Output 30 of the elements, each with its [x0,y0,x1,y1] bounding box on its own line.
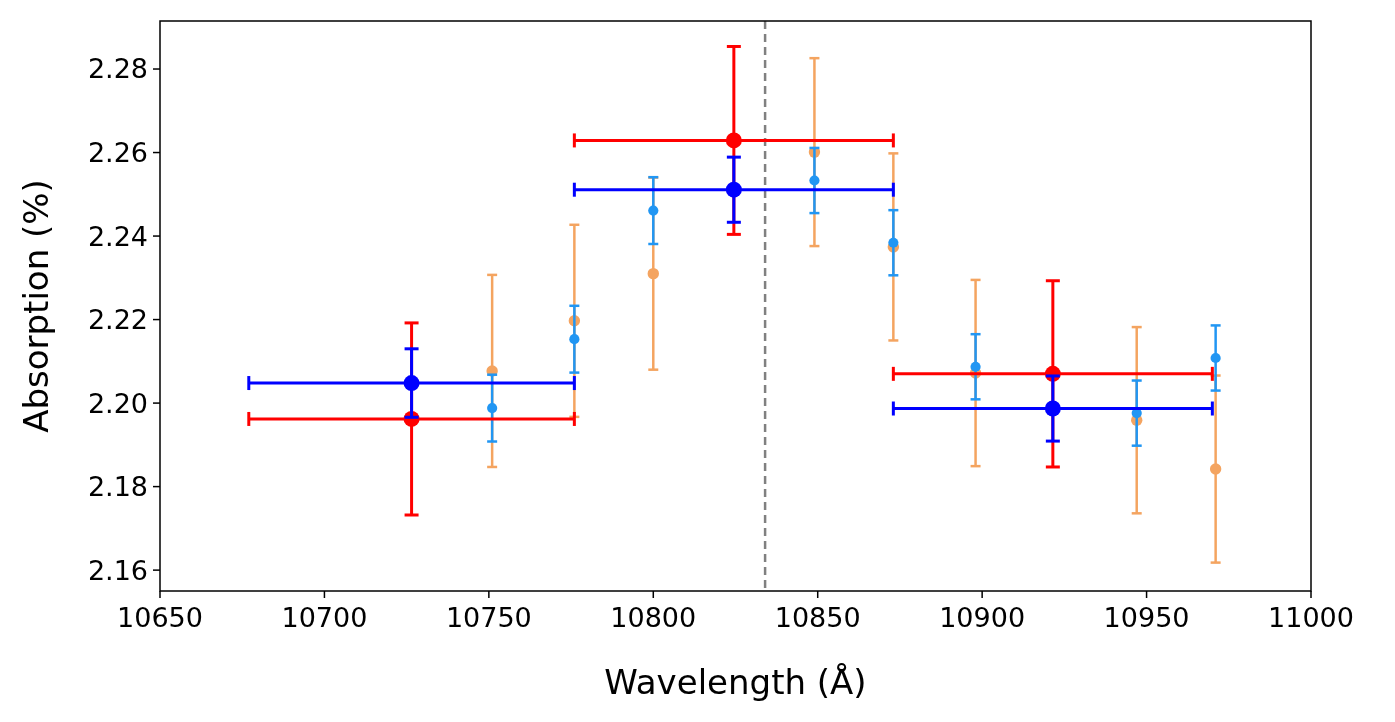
x-tick-label: 10650 [117,602,203,633]
x-tick-label: 10800 [610,602,697,633]
y-axis-title: Absorption (%) [16,179,56,433]
x-tick-label: 10750 [445,602,532,633]
y-tick-label: 2.28 [87,53,148,85]
point [809,175,820,186]
point [970,361,981,372]
point [569,334,580,345]
point [647,267,659,280]
point [725,132,742,149]
point [1209,463,1222,475]
x-tick-label: 10700 [281,602,368,633]
x-tick-label: 10950 [1103,602,1190,633]
x-tick-label: 10850 [774,602,861,633]
point [487,403,498,414]
y-tick-label: 2.22 [87,304,148,336]
y-tick-label: 2.18 [87,471,148,503]
y-tick-label: 2.24 [87,220,148,252]
x-tick-label: 11000 [1268,602,1354,633]
x-axis-title: Wavelength (Å) [604,662,867,702]
x-tick-label: 10900 [939,602,1026,633]
y-tick-label: 2.16 [87,554,148,586]
point [1210,352,1221,364]
point [1044,400,1061,417]
point [403,375,420,392]
point [648,205,659,216]
point [888,237,899,248]
point [725,181,742,198]
y-tick-label: 2.20 [87,387,148,419]
y-tick-label: 2.26 [87,136,148,168]
